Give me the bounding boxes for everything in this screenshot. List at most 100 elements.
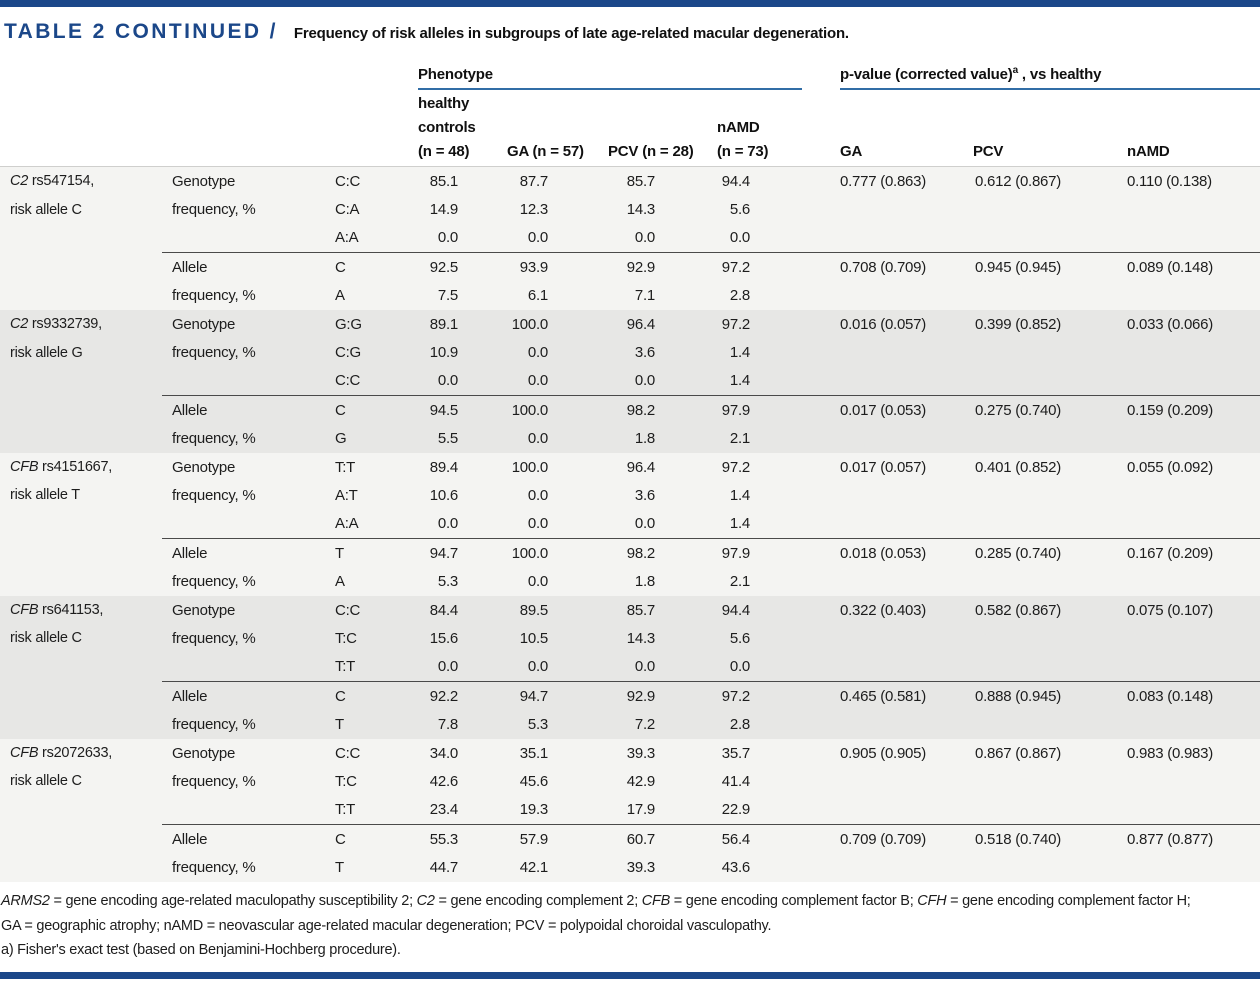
value-cell: 0.0 [437,515,458,533]
value-cell: 3.6 [634,486,655,504]
pvalue-header-text: p-value (corrected value) [840,66,1013,83]
value-cell: 44.7 [429,859,458,877]
value-cell: 100.0 [511,458,549,476]
footnote-text: = gene encoding complement 2; [434,893,642,909]
value-cell: 5.6 [729,629,750,647]
value-cell: 1.4 [729,372,750,390]
value-cell: 94.7 [429,544,458,562]
gene-block: C2 rs547154, Genotype C:C 85.1 87.7 85.7 94.4 0… [0,167,1260,310]
value-cell: 3.6 [634,344,655,362]
row-label: frequency, % [172,430,256,448]
allele-label: A [335,573,345,591]
table-row: CFB rs641153, Genotype C:C 84.4 89.5 85.7 94.4… [0,596,1260,624]
table-row: frequency, % T 7.8 5.3 7.2 2.8 [0,710,1260,738]
value-cell: 97.2 [721,258,750,276]
value-cell: 5.5 [437,430,458,448]
value-cell: 0.0 [729,658,750,676]
p-value-cell: 0.983 (0.983) [1127,744,1213,762]
gene-cell: C2 rs547154, [0,173,162,189]
value-cell: 42.6 [429,772,458,790]
value-cell: 96.4 [626,458,655,476]
gene-cell: CFB rs641153, [0,602,162,618]
phenotype-underline [418,88,802,90]
genotype-section: CFB rs4151667, Genotype T:T 89.4 100.0 96.4 97… [0,453,1260,538]
table-row: CFB rs2072633, Genotype C:C 34.0 35.1 39.3 35.… [0,739,1260,767]
value-cell: 5.6 [729,201,750,219]
value-cell: 89.1 [429,315,458,333]
allele-label: C [335,687,346,705]
value-cell: 85.7 [626,601,655,619]
footnote-text: = gene encoding complement factor B; [670,893,918,909]
value-cell: 94.7 [519,687,548,705]
value-cell: 0.0 [634,658,655,676]
p-value-cell: 0.110 (0.138) [1127,172,1212,190]
gene-rs: rs641153, [38,602,104,619]
value-cell: 0.0 [729,229,750,247]
p-value-cell: 0.518 (0.740) [975,830,1061,848]
p-value-cell: 0.709 (0.709) [840,830,926,848]
top-rule [0,0,1260,7]
table-row: frequency, % G 5.5 0.0 1.8 2.1 [0,425,1260,453]
table-row: frequency, % A 5.3 0.0 1.8 2.1 [0,567,1260,595]
allele-section: Allele C 94.5 100.0 98.2 97.9 0.017 (0.053) 0.2… [0,396,1260,453]
value-cell: 22.9 [721,801,750,819]
footnote-text: = gene encoding age-related maculopathy … [49,893,417,909]
table-title: TABLE 2 CONTINUED / [4,20,278,43]
group-header-pvalue: p-value (corrected value)a , vs healthy [840,65,1101,84]
p-value-cell: 0.612 (0.867) [975,172,1061,190]
value-cell: 7.8 [437,716,458,734]
value-cell: 14.3 [626,629,655,647]
col-header-pcv: PCV (n = 28) [608,143,694,160]
col-header-healthy-line1: healthy [418,95,470,112]
allele-label: T [335,544,344,562]
row-label: Genotype [172,744,236,762]
footnote-phenotype-abbreviations: GA = geographic atrophy; nAMD = neovascu… [1,917,772,934]
value-cell: 10.6 [429,486,458,504]
pvalue-footnote-marker: a [1012,65,1019,76]
allele-label: C [335,258,346,276]
gene-cell: C2 rs9332739, [0,316,162,332]
value-cell: 17.9 [626,801,655,819]
genotype-label: C:A [335,201,360,219]
footnote-gene-abbreviations: ARMS2 = gene encoding age-related maculo… [1,889,1191,914]
row-label: Allele [172,830,208,848]
allele-label: A [335,287,345,305]
table-row: C2 rs547154, Genotype C:C 85.1 87.7 85.7 94.4 0… [0,167,1260,195]
footnotes: ARMS2 = gene encoding age-related maculo… [1,889,1191,963]
sub-block-divider [162,395,1260,397]
table-row: frequency, % A 7.5 6.1 7.1 2.8 [0,282,1260,310]
value-cell: 97.2 [721,458,750,476]
p-value-cell: 0.033 (0.066) [1127,315,1213,333]
p-value-cell: 0.075 (0.107) [1127,601,1213,619]
table-row: risk allele C frequency, % T:C 15.6 10.5 14.3… [0,624,1260,652]
value-cell: 5.3 [437,573,458,591]
genotype-label: T:T [335,801,356,819]
value-cell: 42.9 [626,772,655,790]
p-col-header-namd: nAMD [1127,143,1170,160]
gene-block: CFB rs4151667, Genotype T:T 89.4 100.0 96.4 97… [0,452,1260,596]
gene-symbol: CFB [10,745,39,761]
value-cell: 45.6 [519,772,548,790]
value-cell: 97.9 [721,401,750,419]
value-cell: 7.5 [437,287,458,305]
value-cell: 14.3 [626,201,655,219]
gene-rs: rs4151667, [38,459,113,476]
gene-cell: CFB rs4151667, [0,459,162,475]
sub-block-divider [162,538,1260,540]
value-cell: 5.3 [527,716,548,734]
value-cell: 94.4 [721,172,750,190]
table-body: C2 rs547154, Genotype C:C 85.1 87.7 85.7 94.4 0… [0,166,1260,882]
value-cell: 0.0 [437,372,458,390]
value-cell: 0.0 [527,372,548,390]
row-label: frequency, % [172,201,256,219]
p-value-cell: 0.399 (0.852) [975,315,1061,333]
value-cell: 35.1 [519,744,548,762]
value-cell: 100.0 [511,401,549,419]
value-cell: 10.5 [519,629,548,647]
p-value-cell: 0.016 (0.057) [840,315,926,333]
value-cell: 12.3 [519,201,548,219]
value-cell: 39.3 [626,744,655,762]
genotype-label: C:C [335,601,361,619]
value-cell: 60.7 [626,830,655,848]
p-value-cell: 0.582 (0.867) [975,601,1061,619]
